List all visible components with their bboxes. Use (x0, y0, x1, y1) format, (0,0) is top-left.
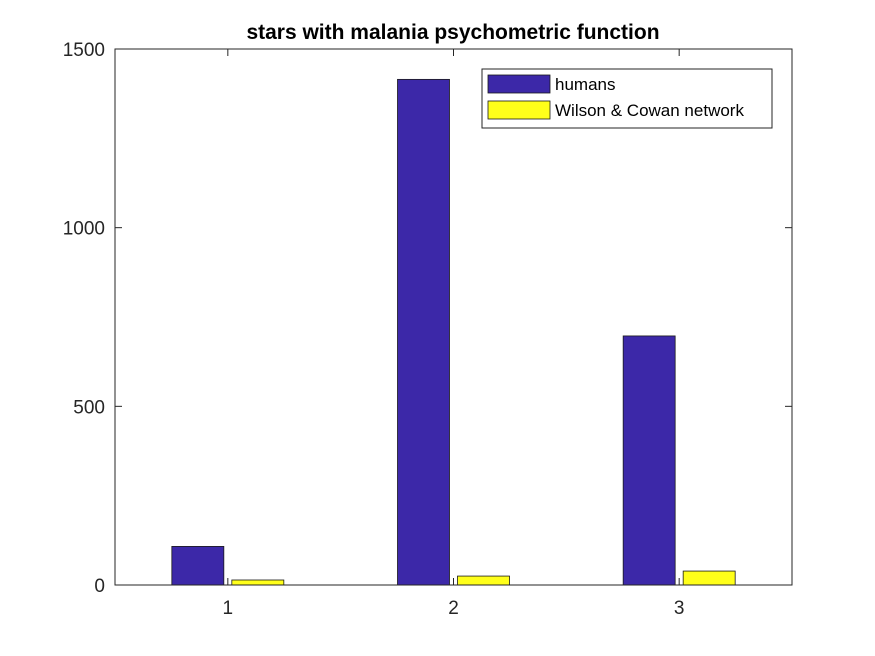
bar-series2-cat3 (682, 570, 736, 586)
axes-layer: 0 500 1000 1500 1 2 3 (63, 40, 792, 619)
bars-layer (171, 78, 736, 586)
y-tick-label: 500 (73, 397, 105, 418)
x-tick-label: 3 (674, 598, 685, 619)
bar-series2-cat2 (457, 575, 510, 586)
legend-swatch-series1 (487, 74, 551, 94)
x-tick-label: 2 (448, 598, 459, 619)
chart-title: stars with malania psychometric function (246, 21, 659, 44)
bar-series1-cat1 (171, 546, 225, 586)
legend-label-series2: Wilson & Cowan network (555, 101, 744, 120)
y-tick-label: 1000 (63, 219, 105, 240)
legend-swatch-series2 (487, 100, 551, 120)
bar-series1-cat3 (622, 335, 676, 586)
y-tick-label: 1500 (63, 40, 105, 61)
bar-series1-cat2 (397, 78, 450, 586)
x-tick-label: 1 (223, 598, 234, 619)
legend: humans Wilson & Cowan network (481, 68, 773, 129)
bar-series2-cat1 (231, 579, 285, 586)
plot-frame (114, 48, 793, 586)
legend-label-series1: humans (555, 75, 615, 94)
y-tick-label: 0 (94, 576, 105, 597)
